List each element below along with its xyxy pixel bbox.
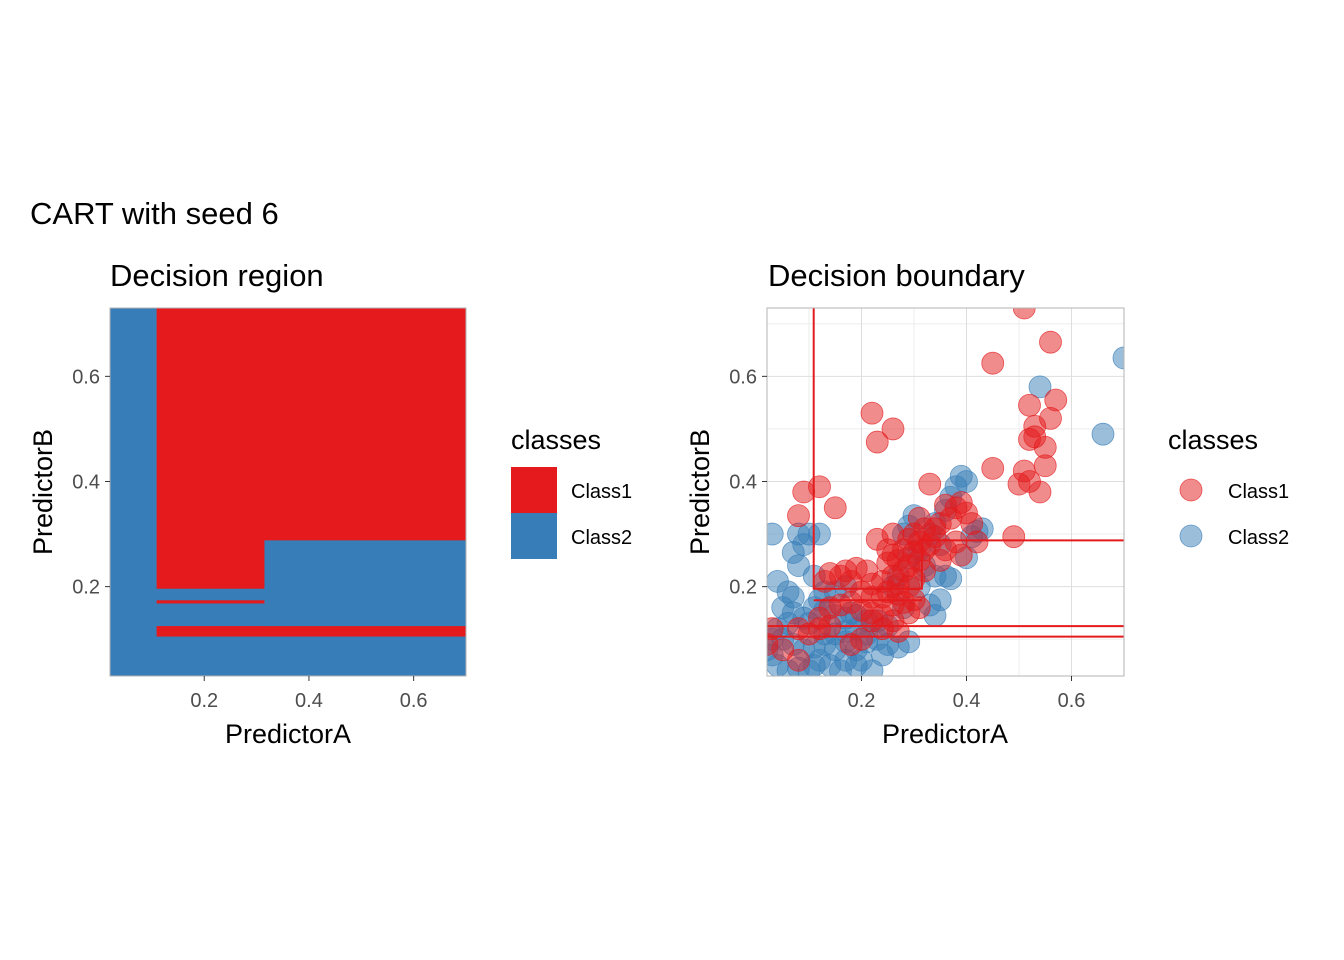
decision-region-y-tick-label: 0.6 bbox=[72, 366, 100, 388]
decision-region-title: Decision region bbox=[110, 258, 324, 293]
decision-region-panel: Decision region 0.2 0.4 0.6 0.2 0.4 0.6 Predi… bbox=[28, 258, 632, 749]
point-class1-96 bbox=[767, 633, 779, 656]
decision-region-axes: 0.2 0.4 0.6 0.2 0.4 0.6 bbox=[72, 366, 427, 712]
decision-boundary-axes: 0.2 0.4 0.6 0.2 0.4 0.6 bbox=[729, 366, 1085, 712]
point-class1-23 bbox=[823, 496, 847, 520]
decision-region-plot-area bbox=[109, 307, 467, 677]
point-class1-2 bbox=[981, 351, 1005, 375]
point-class1-91 bbox=[839, 633, 863, 656]
point-class2-83 bbox=[860, 659, 884, 676]
point-class2-80 bbox=[808, 648, 831, 672]
decision-region-y-tick-label: 0.4 bbox=[72, 471, 100, 493]
point-class2-0 bbox=[1112, 346, 1124, 370]
decision-boundary-y-axis-title: PredictorB bbox=[685, 429, 715, 555]
decision-region-x-tick-label: 0.4 bbox=[295, 690, 323, 712]
point-class2-30 bbox=[787, 554, 810, 577]
point-class1-5 bbox=[865, 430, 889, 454]
point-class1-93 bbox=[860, 609, 884, 633]
point-class2-24 bbox=[767, 522, 784, 546]
decision-boundary-legend-key-class2 bbox=[1179, 524, 1203, 548]
point-class1-55 bbox=[876, 538, 900, 562]
decision-region-panel-border bbox=[109, 307, 467, 677]
point-class1-32 bbox=[918, 472, 942, 496]
point-class1-3 bbox=[860, 401, 884, 425]
decision-boundary-y-tick-label: 0.2 bbox=[729, 577, 757, 599]
decision-boundary-plot-area bbox=[766, 307, 1125, 677]
decision-boundary-x-axis-title: PredictorA bbox=[882, 719, 1008, 749]
decision-boundary-legend-label-class1: Class1 bbox=[1228, 481, 1289, 503]
decision-region-region-1 bbox=[110, 636, 466, 676]
point-class1-101 bbox=[965, 530, 989, 554]
decision-boundary-x-tick-label: 0.2 bbox=[848, 690, 876, 712]
decision-region-x-axis-title: PredictorA bbox=[225, 719, 351, 749]
point-class1-4 bbox=[881, 417, 905, 441]
decision-region-legend-key-class2 bbox=[511, 513, 557, 559]
point-class1-100 bbox=[949, 543, 973, 567]
point-class1-61 bbox=[913, 559, 936, 583]
decision-boundary-marks bbox=[767, 308, 1124, 676]
point-class1-19 bbox=[1002, 525, 1026, 549]
decision-region-legend-label-class1: Class1 bbox=[571, 481, 632, 503]
decision-region-legend-label-class2: Class2 bbox=[571, 527, 632, 549]
point-class1-22 bbox=[787, 504, 810, 528]
point-class2-91 bbox=[767, 569, 789, 593]
point-class2-2 bbox=[1028, 375, 1052, 399]
point-class1-15 bbox=[981, 456, 1005, 480]
point-class1-87 bbox=[787, 617, 810, 641]
point-class2-19 bbox=[939, 567, 963, 591]
decision-region-y-axis-title: PredictorB bbox=[28, 429, 58, 555]
point-class1-99 bbox=[886, 619, 910, 643]
decision-boundary-legend: classes Class1 Class2 bbox=[1168, 425, 1289, 549]
decision-region-legend-key-class1 bbox=[511, 467, 557, 513]
decision-boundary-panel-border bbox=[766, 307, 1125, 677]
point-class1-7 bbox=[1018, 393, 1041, 417]
decision-region-legend-title: classes bbox=[511, 425, 601, 455]
point-class1-73 bbox=[844, 556, 868, 580]
point-class1-18 bbox=[1018, 470, 1041, 493]
figure-title: CART with seed 6 bbox=[30, 196, 279, 231]
decision-boundary-legend-label-class2: Class2 bbox=[1228, 527, 1289, 549]
decision-boundary-panel: Decision boundary 0.2 0.4 0.6 0.2 0.4 0.6 Pre… bbox=[685, 258, 1289, 749]
point-class1-31 bbox=[934, 493, 957, 517]
decision-boundary-boundary-line-0 bbox=[812, 308, 1124, 590]
decision-region-y-tick-label: 0.2 bbox=[72, 577, 100, 599]
point-class2-1 bbox=[1091, 422, 1115, 446]
decision-boundary-legend-key-class1 bbox=[1179, 478, 1203, 502]
point-class1-1 bbox=[1039, 330, 1062, 354]
point-class1-21 bbox=[792, 480, 816, 504]
decision-region-overlay-0 bbox=[156, 600, 265, 604]
decision-boundary-title: Decision boundary bbox=[768, 258, 1025, 293]
decision-region-legend: classes Class1 Class2 bbox=[511, 425, 632, 559]
decision-region-region-3 bbox=[264, 540, 466, 627]
decision-region-x-tick-label: 0.6 bbox=[400, 690, 428, 712]
decision-boundary-legend-title: classes bbox=[1168, 425, 1258, 455]
point-class1-0 bbox=[1012, 308, 1036, 320]
decision-boundary-y-tick-label: 0.4 bbox=[729, 471, 757, 493]
decision-boundary-y-tick-label: 0.6 bbox=[729, 366, 757, 388]
decision-boundary-x-tick-label: 0.6 bbox=[1058, 690, 1086, 712]
decision-region-x-tick-label: 0.2 bbox=[190, 690, 218, 712]
decision-boundary-x-tick-label: 0.4 bbox=[953, 690, 981, 712]
point-class1-97 bbox=[787, 648, 810, 672]
